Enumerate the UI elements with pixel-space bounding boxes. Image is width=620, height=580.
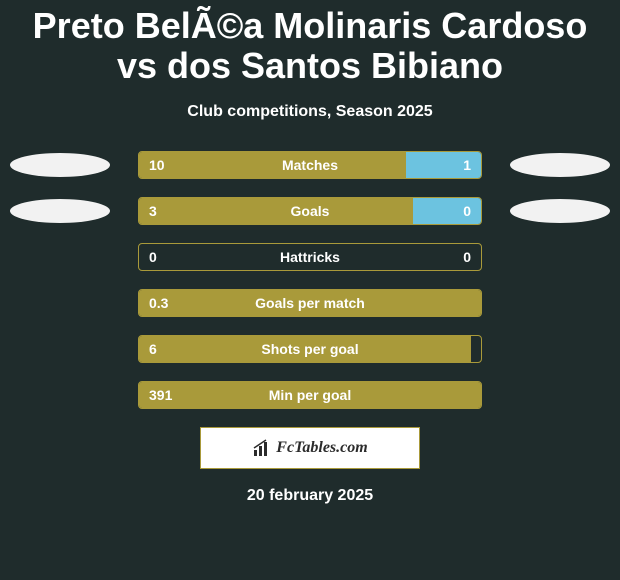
stat-row: 6Shots per goal — [0, 335, 620, 363]
bars-icon — [252, 438, 272, 458]
subtitle: Club competitions, Season 2025 — [0, 103, 620, 121]
bar-label: Shots per goal — [139, 341, 481, 357]
comparison-infographic: Preto BelÃ©a Molinaris Cardoso vs dos Sa… — [0, 0, 620, 580]
stat-rows: 101Matches 30Goals 00Hattricks 0.3Goals per… — [0, 151, 620, 409]
stat-bar: 0.3Goals per match — [138, 289, 482, 317]
bar-label: Goals — [139, 203, 481, 219]
stat-row: 391Min per goal — [0, 381, 620, 409]
stat-bar: 30Goals — [138, 197, 482, 225]
bar-label: Matches — [139, 157, 481, 173]
date-label: 20 february 2025 — [0, 487, 620, 505]
player-left-oval — [10, 153, 110, 177]
oval-placeholder — [10, 245, 110, 269]
oval-placeholder — [510, 383, 610, 407]
stat-row: 101Matches — [0, 151, 620, 179]
player-right-oval — [510, 199, 610, 223]
bar-label: Min per goal — [139, 387, 481, 403]
stat-row: 0.3Goals per match — [0, 289, 620, 317]
stat-bar: 6Shots per goal — [138, 335, 482, 363]
page-title: Preto BelÃ©a Molinaris Cardoso vs dos Sa… — [0, 0, 620, 85]
player-left-oval — [10, 199, 110, 223]
oval-placeholder — [510, 291, 610, 315]
stat-row: 00Hattricks — [0, 243, 620, 271]
player-right-oval — [510, 153, 610, 177]
brand-label: FcTables.com — [276, 439, 367, 457]
oval-placeholder — [10, 383, 110, 407]
stat-bar: 391Min per goal — [138, 381, 482, 409]
oval-placeholder — [10, 291, 110, 315]
oval-placeholder — [10, 337, 110, 361]
oval-placeholder — [510, 245, 610, 269]
stat-row: 30Goals — [0, 197, 620, 225]
oval-placeholder — [510, 337, 610, 361]
brand-box: FcTables.com — [200, 427, 420, 469]
bar-label: Hattricks — [139, 249, 481, 265]
bar-label: Goals per match — [139, 295, 481, 311]
stat-bar: 00Hattricks — [138, 243, 482, 271]
stat-bar: 101Matches — [138, 151, 482, 179]
